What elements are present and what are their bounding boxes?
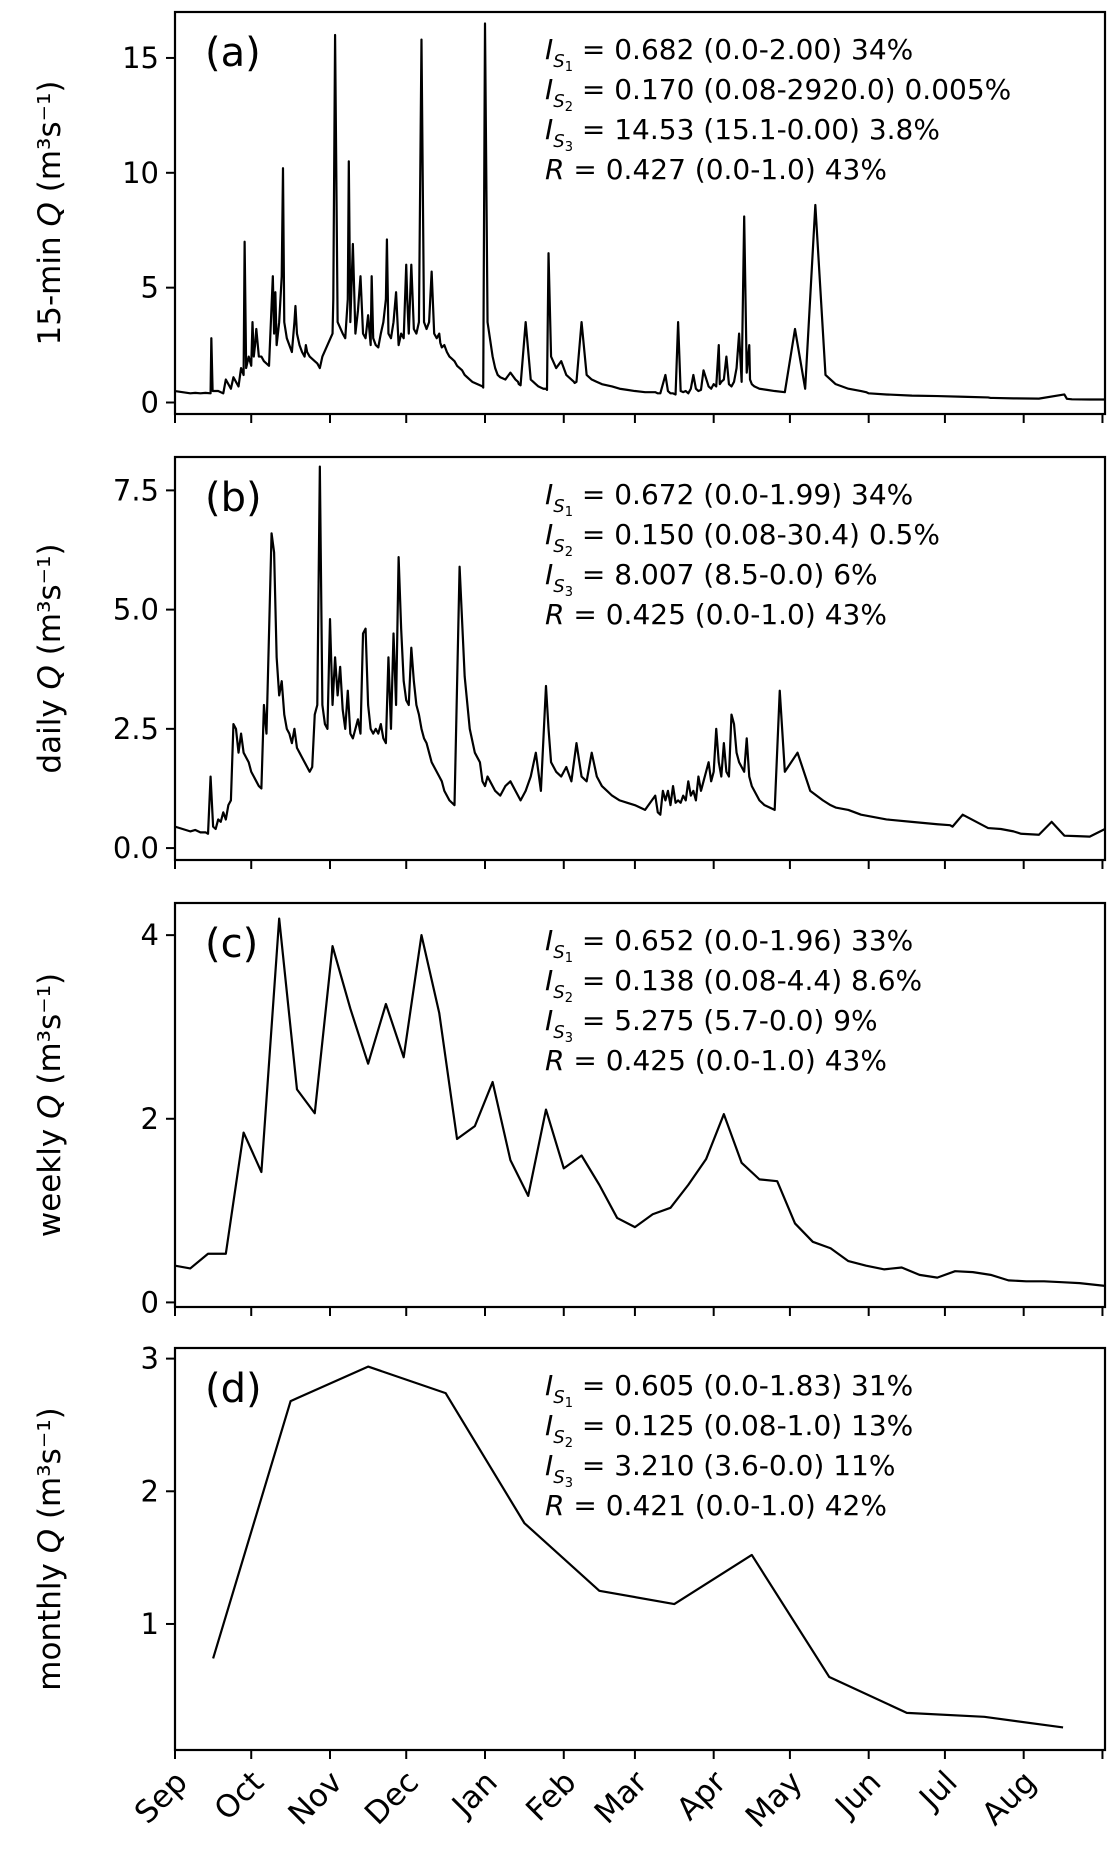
annotation-line: R = 0.427 (0.0-1.0) 43% xyxy=(545,153,887,186)
y-tick-label: 0 xyxy=(141,386,159,420)
y-tick-label: 0.0 xyxy=(113,831,159,865)
annotation-line: IS2 = 0.170 (0.08-2920.0) 0.005% xyxy=(545,73,1011,115)
chart-panel-4: 1 2 3 (d) monthly Q (m³s⁻¹) IS1 = 0.605 (0.0-… xyxy=(32,1342,1107,1759)
y-tick-label: 2 xyxy=(141,1102,159,1136)
y-tick-label: 1 xyxy=(141,1607,159,1641)
x-tick-label: Jun xyxy=(827,1764,888,1825)
annotation-line: IS2 = 0.150 (0.08-30.4) 0.5% xyxy=(545,518,940,560)
y-axis-label: 15-min Q (m³s⁻¹) xyxy=(32,81,68,346)
y-tick-label: 0 xyxy=(141,1285,159,1319)
annotation-line: IS1 = 0.682 (0.0-2.00) 34% xyxy=(545,33,913,75)
x-tick-label: Jul xyxy=(911,1764,964,1817)
annotation-line: R = 0.425 (0.0-1.0) 43% xyxy=(545,598,887,631)
annotation-line: IS3 = 5.275 (5.7-0.0) 9% xyxy=(545,1004,878,1046)
annotation-line: IS1 = 0.672 (0.0-1.99) 34% xyxy=(545,478,913,520)
chart-panel-3: 0 2 4 (c) weekly Q (m³s⁻¹) IS1 = 0.652 (0.0-1… xyxy=(32,901,1107,1319)
series-line xyxy=(175,917,1105,1287)
annotation-line: IS3 = 14.53 (15.1-0.00) 3.8% xyxy=(545,113,940,155)
chart-panel-1: 0 5 10 15 (a) 15-min Q (m³s⁻¹) IS1 = 0.682 (0.… xyxy=(32,10,1107,423)
x-tick-label: Apr xyxy=(670,1764,734,1828)
y-tick-label: 3 xyxy=(141,1342,159,1376)
annotation-line: IS1 = 0.605 (0.0-1.83) 31% xyxy=(545,1369,913,1411)
panel-label: (a) xyxy=(205,30,261,76)
y-tick-label: 5.0 xyxy=(113,593,159,627)
y-axis-label: daily Q (m³s⁻¹) xyxy=(32,543,68,773)
plot-frame xyxy=(173,455,1107,862)
annotation-line: IS3 = 3.210 (3.6-0.0) 11% xyxy=(545,1449,895,1491)
x-tick-label: Aug xyxy=(975,1764,1043,1832)
y-tick-label: 2.5 xyxy=(113,712,159,746)
y-axis-label: monthly Q (m³s⁻¹) xyxy=(32,1407,68,1690)
x-tick-label: Jan xyxy=(444,1764,505,1825)
panel-label: (c) xyxy=(205,921,258,967)
annotation-line: IS2 = 0.125 (0.08-1.0) 13% xyxy=(545,1409,913,1451)
chart-panel-2: 0.0 2.5 5.0 7.5 (b) daily Q (m³s⁻¹) IS1 = 0.67… xyxy=(32,455,1107,869)
x-tick-label: Sep xyxy=(128,1764,195,1831)
y-axis-label: weekly Q (m³s⁻¹) xyxy=(32,973,68,1237)
annotation-line: IS1 = 0.652 (0.0-1.96) 33% xyxy=(545,924,913,966)
panel-label: (b) xyxy=(205,475,262,521)
panel-label: (d) xyxy=(205,1366,262,1412)
x-tick-label: Oct xyxy=(208,1764,271,1827)
x-tick-label: Dec xyxy=(358,1764,426,1832)
series-line xyxy=(175,22,1105,401)
annotation-line: IS2 = 0.138 (0.08-4.4) 8.6% xyxy=(545,964,922,1006)
annotation-line: IS3 = 8.007 (8.5-0.0) 6% xyxy=(545,558,878,600)
x-tick-label: Mar xyxy=(588,1764,655,1831)
x-tick-label: Nov xyxy=(281,1764,349,1832)
x-tick-label: Feb xyxy=(519,1764,583,1828)
plot-frame xyxy=(173,1346,1107,1752)
x-axis-month-labels: Sep Oct Nov Dec Jan Feb Mar Apr May Jun Jul Aug xyxy=(128,1764,1043,1835)
plot-frame xyxy=(173,901,1107,1309)
annotation-line: R = 0.425 (0.0-1.0) 43% xyxy=(545,1044,887,1077)
y-tick-label: 4 xyxy=(141,918,159,952)
y-tick-label: 5 xyxy=(141,271,159,305)
x-tick-label: May xyxy=(739,1764,810,1835)
y-tick-label: 7.5 xyxy=(113,473,159,507)
series-line xyxy=(175,465,1105,838)
y-tick-label: 15 xyxy=(122,41,159,75)
annotation-line: R = 0.421 (0.0-1.0) 42% xyxy=(545,1489,887,1522)
plot-frame xyxy=(173,10,1107,416)
y-tick-label: 2 xyxy=(141,1474,159,1508)
series-line xyxy=(212,1365,1064,1729)
y-tick-label: 10 xyxy=(122,156,159,190)
